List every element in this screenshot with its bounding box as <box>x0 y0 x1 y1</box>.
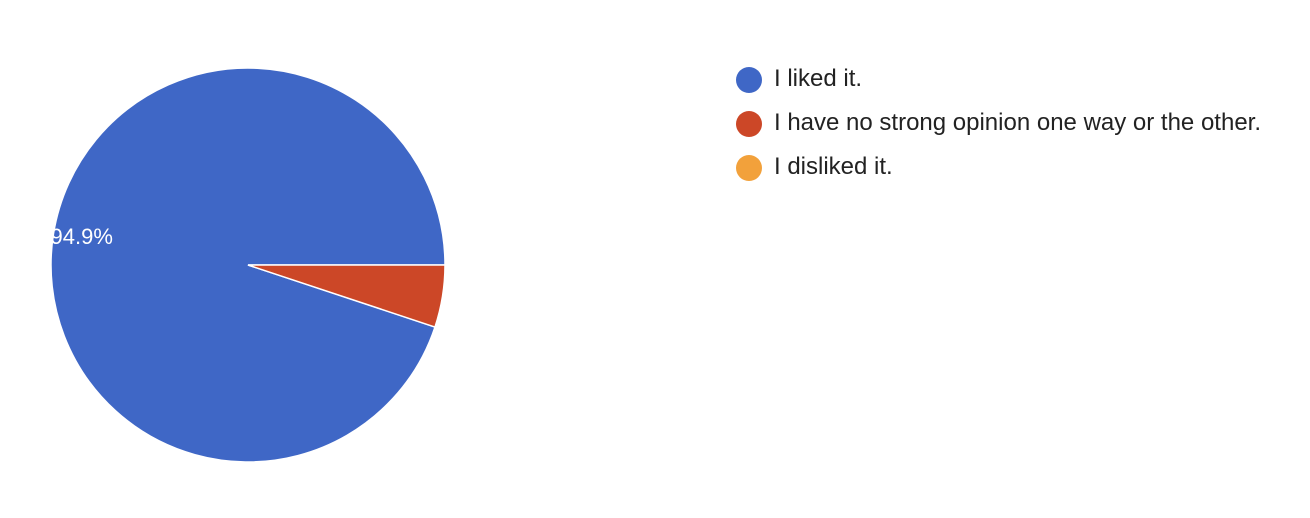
legend-item-disliked[interactable]: I disliked it. <box>734 150 1274 184</box>
legend-label-liked: I liked it. <box>774 65 863 92</box>
pie-chart: 94.9% <box>50 67 446 463</box>
legend-label-no-opinion: I have no strong opinion one way or the … <box>774 109 1261 136</box>
pie-labels: 94.9% <box>51 224 113 249</box>
legend-swatch-no-opinion <box>736 111 762 137</box>
legend: I liked it. I have no strong opinion one… <box>734 62 1274 194</box>
legend-swatch-disliked <box>736 155 762 181</box>
pie-label-liked: 94.9% <box>51 224 113 249</box>
legend-swatch-liked <box>736 67 762 93</box>
legend-item-no-opinion[interactable]: I have no strong opinion one way or the … <box>734 106 1274 140</box>
legend-label-disliked: I disliked it. <box>774 153 893 180</box>
pie-slices <box>50 67 446 463</box>
pie-slice-no-opinion[interactable] <box>247 264 446 328</box>
legend-item-liked[interactable]: I liked it. <box>734 62 1274 96</box>
